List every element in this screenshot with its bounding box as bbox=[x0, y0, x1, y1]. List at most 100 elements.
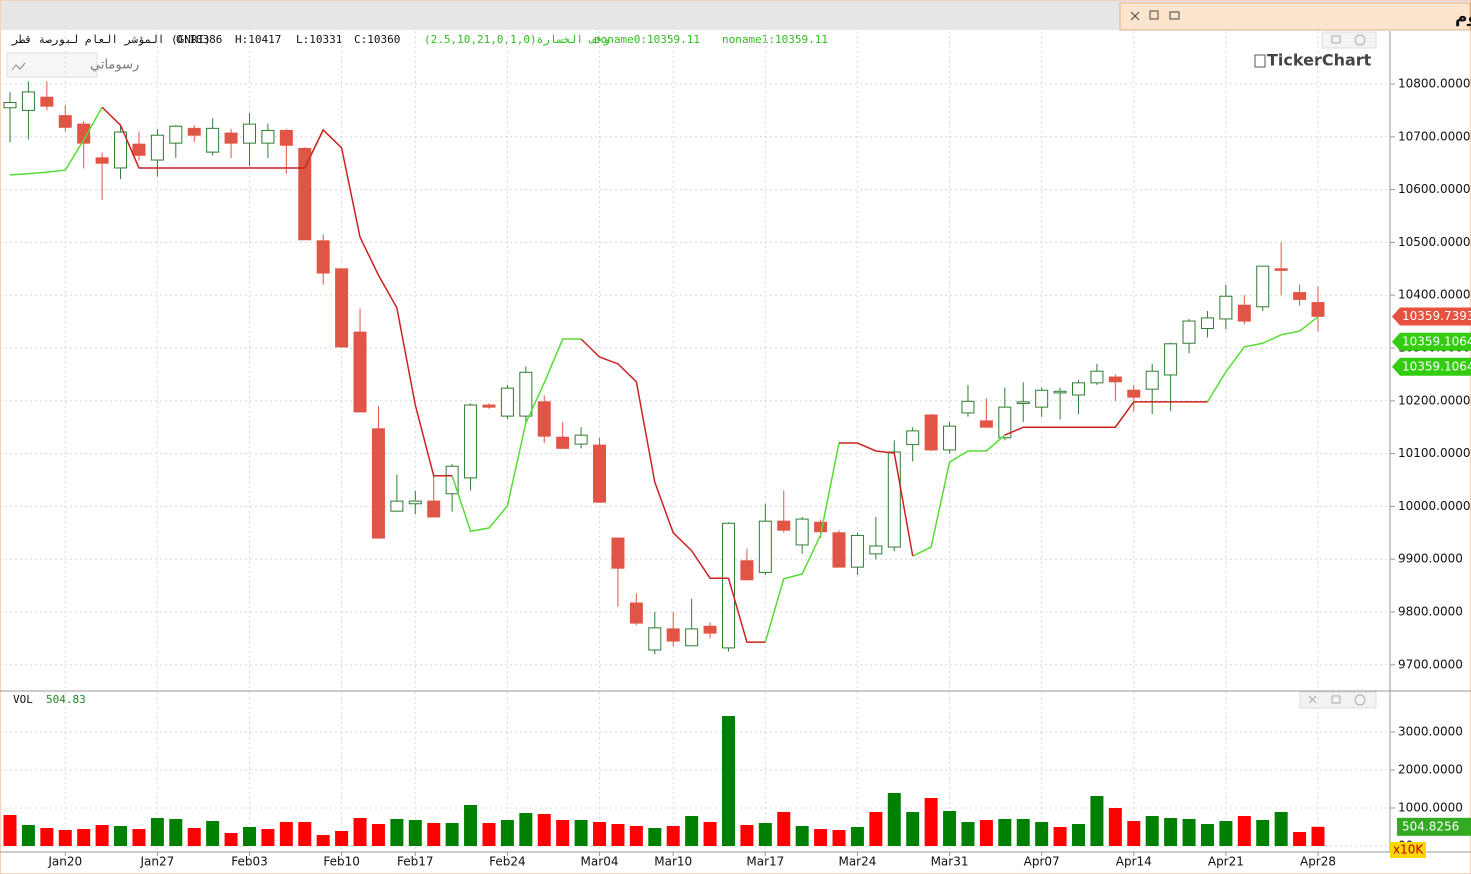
volume-bar bbox=[371, 823, 385, 846]
logo: TickerChart bbox=[1267, 51, 1372, 70]
volume-bar bbox=[1237, 816, 1251, 846]
float-icon[interactable] bbox=[1149, 10, 1159, 20]
candle-body bbox=[1053, 390, 1067, 394]
candle-body bbox=[316, 240, 330, 274]
x-tick-label: Feb24 bbox=[489, 855, 526, 869]
volume-bar bbox=[758, 823, 772, 846]
candle-body bbox=[132, 143, 146, 156]
y-tick-label: 10200.0000 bbox=[1398, 393, 1471, 407]
volume-bar bbox=[795, 826, 809, 846]
settings-icon[interactable] bbox=[1354, 694, 1366, 706]
volume-bar bbox=[77, 829, 91, 846]
indicator-value: noname0:10359.11 bbox=[594, 33, 700, 46]
indicator-value: noname1:10359.11 bbox=[722, 33, 828, 46]
volume-bar bbox=[445, 823, 459, 846]
settings-icon[interactable] bbox=[1354, 34, 1366, 46]
stop-line bbox=[101, 106, 1208, 643]
candle-body bbox=[187, 127, 201, 136]
volume-bar bbox=[998, 818, 1012, 846]
volume-bar bbox=[298, 821, 312, 846]
volume-bar bbox=[132, 829, 146, 846]
candle-body bbox=[629, 602, 643, 624]
y-tick-label: 2000.0000 bbox=[1398, 763, 1463, 777]
instrument-name: المؤشر العام لبورصة قطر (GNRI) bbox=[11, 33, 211, 46]
button-frame[interactable] bbox=[6, 52, 98, 78]
volume-bar bbox=[574, 820, 588, 846]
candle-body bbox=[814, 521, 828, 533]
candle-body bbox=[3, 101, 17, 109]
close-icon[interactable] bbox=[1308, 695, 1317, 704]
candle-body bbox=[1293, 292, 1307, 300]
price-tag-label: 504.8256 bbox=[1402, 819, 1459, 833]
x-tick-label: Mar04 bbox=[581, 855, 619, 869]
y-tick-label: 1000.0000 bbox=[1398, 801, 1463, 815]
volume-bar bbox=[832, 830, 846, 846]
drawings-button[interactable]: رسوماتي bbox=[6, 52, 139, 78]
volume-bar bbox=[169, 818, 183, 846]
button-label[interactable]: رسوماتي bbox=[90, 58, 139, 73]
volume-bar bbox=[1127, 820, 1141, 846]
candle-body bbox=[1072, 382, 1086, 396]
candle-body bbox=[169, 125, 183, 144]
y-tick-label: 9700.0000 bbox=[1398, 657, 1463, 671]
volume-bar bbox=[611, 823, 625, 846]
volume-bar bbox=[408, 820, 422, 846]
volume-bar bbox=[1072, 823, 1086, 846]
volume-bar bbox=[242, 827, 256, 846]
candle-body bbox=[464, 404, 478, 479]
candle-body bbox=[537, 401, 551, 437]
candle-body bbox=[1311, 302, 1325, 317]
candle-body bbox=[1219, 295, 1233, 320]
x-tick-label: Apr28 bbox=[1300, 855, 1336, 869]
candle-body bbox=[685, 628, 699, 647]
y-tick-label: 10600.0000 bbox=[1398, 182, 1471, 196]
volume-bar bbox=[21, 824, 35, 846]
volume-bar bbox=[703, 821, 717, 846]
x-tick-label: Jan20 bbox=[47, 855, 82, 869]
y-tick-label: 3000.0000 bbox=[1398, 725, 1463, 739]
y-tick-label: 10700.0000 bbox=[1398, 129, 1471, 143]
window-title: المؤشر العام لبورصة قطر - يوم bbox=[1455, 7, 1471, 27]
volume-bar bbox=[906, 811, 920, 846]
candle-body bbox=[593, 444, 607, 503]
button-icon bbox=[11, 62, 26, 71]
volume-bar bbox=[1182, 818, 1196, 846]
dock-icon[interactable] bbox=[1169, 11, 1180, 20]
candle-body bbox=[943, 425, 957, 451]
candle-body bbox=[150, 134, 164, 161]
window-buttons[interactable] bbox=[1130, 10, 1180, 21]
candle-body bbox=[850, 534, 864, 568]
volume-bar bbox=[95, 824, 109, 846]
volume-bar bbox=[1164, 817, 1178, 846]
candle-body bbox=[408, 500, 422, 505]
y-tick-label: 9800.0000 bbox=[1398, 605, 1463, 619]
logo-icon bbox=[1254, 54, 1266, 68]
x-tick-label: Mar10 bbox=[654, 855, 692, 869]
candle-body bbox=[1035, 389, 1049, 408]
maximize-icon[interactable] bbox=[1331, 695, 1341, 704]
candle-body bbox=[740, 560, 754, 581]
candle-body bbox=[924, 414, 938, 451]
candle-body bbox=[224, 132, 238, 144]
maximize-icon[interactable] bbox=[1331, 35, 1341, 44]
volume-bar bbox=[427, 823, 441, 846]
candle-body bbox=[832, 532, 846, 568]
panel-controls[interactable] bbox=[1299, 31, 1377, 709]
price-tag-label: 10359.1064 bbox=[1402, 359, 1471, 373]
candle-body bbox=[500, 387, 514, 417]
x-tick-label: Mar17 bbox=[746, 855, 784, 869]
candle-body bbox=[648, 627, 662, 651]
close-icon[interactable] bbox=[1130, 11, 1140, 21]
volume-bar bbox=[353, 817, 367, 846]
candle-body bbox=[906, 430, 920, 446]
volume-bar bbox=[740, 824, 754, 846]
candle-body bbox=[353, 331, 367, 413]
x-tick-label: Feb17 bbox=[397, 855, 434, 869]
candle-body bbox=[1200, 317, 1214, 329]
volume-bar bbox=[629, 826, 643, 846]
x-tick-label: Feb10 bbox=[323, 855, 360, 869]
candle-body bbox=[21, 91, 35, 111]
candle-body bbox=[1237, 304, 1251, 322]
candle-body bbox=[556, 436, 570, 449]
y-tick-label: 10000.0000 bbox=[1398, 499, 1471, 513]
